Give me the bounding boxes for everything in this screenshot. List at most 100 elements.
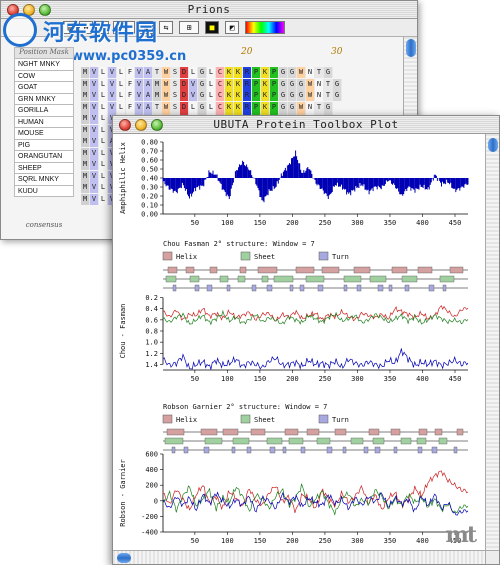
- minimize-button[interactable]: [135, 119, 147, 131]
- color-palette-button[interactable]: [245, 21, 285, 34]
- robson-garnier-segment: [431, 446, 438, 454]
- ruler-mark-30: 30: [331, 47, 343, 57]
- resize-grip[interactable]: [485, 550, 499, 564]
- chou-fasman-legend-helix: Helix: [176, 253, 197, 261]
- species-name[interactable]: ORANGUTAN: [14, 151, 74, 163]
- robson-garnier-segment: [306, 428, 320, 436]
- chou-fasman-segment: [219, 275, 229, 283]
- robson-garnier-segment: [166, 428, 185, 436]
- species-name[interactable]: COW: [14, 70, 74, 82]
- window-title: Prions: [187, 3, 231, 16]
- robson-garnier-series-2: [162, 491, 469, 516]
- scroll-thumb[interactable]: [117, 553, 131, 563]
- x-tick-label: 50: [191, 537, 199, 545]
- residue-cell: G: [333, 90, 342, 101]
- y-tick-label: 0.50: [141, 166, 158, 174]
- toolbar-button-9[interactable]: ◩: [225, 21, 239, 34]
- plot-titlebar[interactable]: UBUTA Protein Toolbox Plot: [113, 116, 499, 134]
- residue-cell: L: [99, 159, 108, 170]
- residue-cell: G: [297, 78, 306, 90]
- robson-garnier-segment: [418, 428, 428, 436]
- prions-titlebar[interactable]: Prions: [1, 1, 417, 19]
- x-tick-label: 400: [416, 537, 429, 545]
- residue-cell: M: [153, 90, 162, 101]
- toolbar-button-2[interactable]: ↔: [79, 21, 93, 34]
- residue-cell: K: [261, 78, 270, 90]
- robson-garnier-segment: [417, 446, 423, 454]
- residue-cell: R: [243, 67, 252, 78]
- zoom-button[interactable]: [151, 119, 163, 131]
- species-name[interactable]: MOUSE: [14, 128, 74, 140]
- toolbar-button-4[interactable]: ▭▭: [113, 21, 135, 34]
- chou-fasman-segment: [401, 275, 418, 283]
- y-tick-label: 0.8: [145, 328, 158, 336]
- plot-window-title: UBUTA Protein Toolbox Plot: [213, 118, 399, 131]
- residue-cell: A: [144, 78, 153, 90]
- species-name[interactable]: SHEEP: [14, 162, 74, 174]
- residue-cell: L: [117, 101, 126, 113]
- residue-cell: V: [108, 90, 117, 101]
- chou-fasman-series-0: [162, 305, 469, 322]
- toolbar-button-7[interactable]: ⊞: [179, 21, 199, 34]
- residue-cell: G: [288, 67, 297, 78]
- residue-cell: T: [153, 101, 162, 113]
- robson-garnier-segment: [326, 446, 333, 454]
- residue-cell: M: [81, 113, 90, 124]
- species-name[interactable]: HUMAN: [14, 116, 74, 128]
- species-name[interactable]: SQRL MNKY: [14, 174, 74, 186]
- plot-horizontal-scrollbar[interactable]: [113, 550, 485, 564]
- robson-garnier-segment: [368, 428, 380, 436]
- scroll-thumb[interactable]: [488, 138, 498, 152]
- chou-fasman-ylabel: Chou - Fasman: [119, 304, 127, 359]
- species-name[interactable]: KUDU: [14, 185, 74, 197]
- robson-garnier-title: Robson Garnier 2° structure: Window = 7: [163, 403, 327, 411]
- toolbar-button-8[interactable]: ■: [205, 21, 219, 34]
- chou-fasman-segment: [266, 284, 273, 292]
- species-name[interactable]: GOAT: [14, 82, 74, 94]
- species-name[interactable]: GRN MNKY: [14, 93, 74, 105]
- residue-cell: G: [324, 101, 333, 113]
- residue-cell: N: [315, 78, 324, 90]
- residue-cell: K: [225, 67, 234, 78]
- residue-cell: G: [288, 78, 297, 90]
- y-tick-label: -200: [141, 513, 158, 521]
- amphiphilic-ylabel: Amphiphilic Helix: [119, 142, 127, 214]
- toolbar-button-6[interactable]: ⇆: [159, 21, 173, 34]
- chou-fasman-segment: [404, 284, 410, 292]
- residue-cell: L: [99, 147, 108, 159]
- residue-cell: W: [297, 67, 306, 78]
- plot-vertical-scrollbar[interactable]: [485, 134, 499, 552]
- robson-garnier-segment: [284, 428, 299, 436]
- y-tick-label: 400: [145, 466, 158, 474]
- species-name[interactable]: PIG: [14, 139, 74, 151]
- residue-cell: V: [90, 136, 99, 147]
- species-name[interactable]: GORILLA: [14, 105, 74, 117]
- chou-fasman-segment: [165, 275, 177, 283]
- species-name[interactable]: NGHT MNKY: [14, 59, 74, 71]
- residue-cell: V: [135, 67, 144, 78]
- residue-cell: K: [225, 101, 234, 113]
- robson-garnier-segment: [456, 428, 464, 436]
- chou-fasman-segment: [343, 275, 362, 283]
- toolbar-button-3[interactable]: ≡: [95, 21, 109, 34]
- residue-cell: V: [108, 67, 117, 78]
- chou-fasman-segment: [305, 275, 325, 283]
- consensus-label: consensus: [25, 221, 63, 229]
- residue-cell: M: [81, 159, 90, 170]
- scroll-thumb[interactable]: [406, 39, 416, 57]
- chou-fasman-segment: [343, 284, 348, 292]
- position-mask-header: Position Mask: [14, 47, 74, 59]
- residue-cell: S: [171, 67, 180, 78]
- residue-cell: G: [333, 78, 342, 90]
- watermark-site: 河东软件园: [43, 21, 159, 46]
- toolbar-button-1[interactable]: ▤: [63, 21, 77, 34]
- residue-cell: V: [90, 101, 99, 113]
- zoom-button[interactable]: [39, 4, 51, 16]
- toolbar-button-5[interactable]: ⇅: [139, 21, 153, 34]
- close-button[interactable]: [119, 119, 131, 131]
- chou-fasman-legend-turn-swatch: [318, 251, 329, 261]
- x-tick-label: 200: [286, 375, 299, 383]
- robson-garnier-segment: [334, 428, 347, 436]
